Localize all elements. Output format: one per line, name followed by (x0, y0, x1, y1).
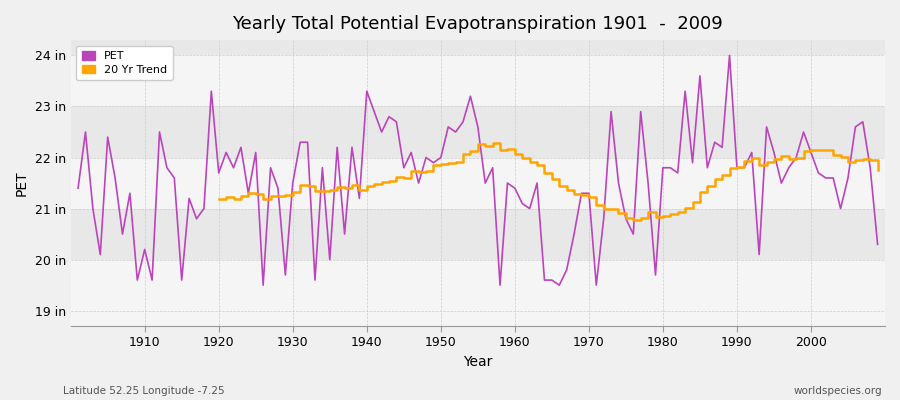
Bar (71, 106, 885, 158)
20 Yr Trend (628, 218, 639, 223)
PET (606, 109, 616, 114)
20 Yr Trend (487, 140, 498, 145)
Title: Yearly Total Potential Evapotranspiration 1901  -  2009: Yearly Total Potential Evapotranspiratio… (232, 15, 724, 33)
PET (346, 145, 357, 150)
Line: PET: PET (78, 56, 878, 285)
PET (509, 186, 520, 190)
Bar (71, 260, 885, 311)
X-axis label: Year: Year (464, 355, 492, 369)
Y-axis label: PET: PET (15, 170, 29, 196)
PET (132, 278, 143, 282)
Bar (71, 208, 885, 260)
20 Yr Trend (687, 200, 698, 204)
PET (73, 186, 84, 190)
20 Yr Trend (213, 197, 224, 202)
Line: 20 Yr Trend: 20 Yr Trend (219, 143, 878, 220)
Bar (71, 158, 885, 208)
Text: worldspecies.org: worldspecies.org (794, 386, 882, 396)
20 Yr Trend (413, 170, 424, 174)
PET (517, 201, 527, 206)
20 Yr Trend (872, 167, 883, 172)
Text: Latitude 52.25 Longitude -7.25: Latitude 52.25 Longitude -7.25 (63, 386, 225, 396)
PET (257, 283, 268, 288)
20 Yr Trend (302, 183, 313, 188)
PET (724, 53, 735, 58)
20 Yr Trend (776, 154, 787, 159)
Bar (71, 40, 885, 56)
PET (302, 140, 313, 145)
PET (872, 242, 883, 247)
Bar (71, 56, 885, 106)
20 Yr Trend (858, 157, 868, 162)
20 Yr Trend (791, 155, 802, 160)
Legend: PET, 20 Yr Trend: PET, 20 Yr Trend (76, 46, 173, 80)
Bar (71, 311, 885, 326)
